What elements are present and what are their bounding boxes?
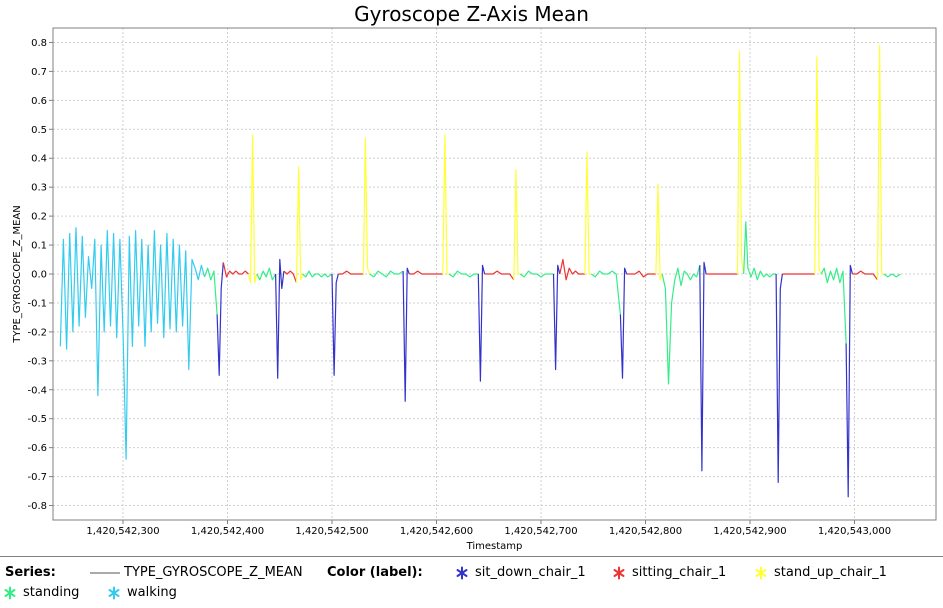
legend-series-name: TYPE_GYROSCOPE_Z_MEAN [124, 565, 303, 580]
y-tick-label: 0.5 [31, 125, 47, 136]
legend-series-entry: TYPE_GYROSCOPE_Z_MEAN [90, 565, 303, 580]
x-tick-label: 1,420,542,500 [295, 526, 368, 537]
y-tick-label: 0.7 [31, 67, 47, 78]
legend-label: stand_up_chair_1 [774, 565, 887, 580]
series-line-sitting_chair_1 [222, 262, 249, 278]
series-line-sitting_chair_1 [626, 270, 656, 278]
x-tick-label: 1,420,543,000 [818, 526, 891, 537]
series-line-standing [448, 270, 479, 278]
legend-label: standing [23, 585, 80, 600]
legend-label: sitting_chair_1 [632, 565, 727, 580]
x-tick-label: 1,420,542,800 [609, 526, 682, 537]
legend-label: walking [127, 585, 177, 600]
series-line-standing [883, 273, 901, 278]
series-line-sit_down_chair_1 [402, 267, 410, 402]
y-tick-label: -0.8 [27, 501, 47, 512]
series-line-standing [661, 265, 701, 385]
y-tick-label: 0.6 [31, 96, 47, 107]
y-tick-label: -0.7 [27, 472, 47, 483]
series-line-sit_down_chair_1 [699, 261, 707, 472]
y-tick-label: 0.2 [31, 212, 47, 223]
series-line-standing [302, 270, 333, 278]
x-tick-label: 1,420,542,600 [400, 526, 473, 537]
series-line-standing [820, 267, 847, 344]
series-line-stand_up_chair_1 [442, 134, 449, 275]
x-tick-label: 1,420,542,900 [713, 526, 786, 537]
series-line-stand_up_chair_1 [513, 169, 521, 280]
y-tick-label: 0.8 [31, 38, 47, 49]
series-line-standing [590, 270, 621, 315]
series-line-sit_down_chair_1 [845, 264, 853, 498]
chart: Gyroscope Z-Axis Mean -0.8 -0.7 -0.6 -0.5 -0… [12, 2, 937, 552]
x-axis-label: Timestamp [466, 541, 523, 552]
y-tick-label: -0.5 [27, 414, 47, 425]
series-line-sit_down_chair_1 [331, 273, 339, 376]
legend-entry-sit-down: sit_down_chair_1 [455, 565, 586, 580]
y-tick-label: 0.0 [31, 270, 47, 281]
series-line-stand_up_chair_1 [814, 56, 822, 275]
legend-series-line [90, 571, 120, 574]
y-tick-label: -0.1 [27, 298, 47, 309]
plot-area: -0.8 -0.7 -0.6 -0.5 -0.4 -0.3 -0.2 -0.1 0.0 0.1 0.… [12, 27, 937, 552]
series-line-stand_up_chair_1 [295, 166, 304, 283]
x-tick-label: 1,420,542,300 [86, 526, 159, 537]
series-line-sit_down_chair_1 [216, 262, 224, 376]
series-line-sit_down_chair_1 [275, 258, 285, 379]
series-line-sit_down_chair_1 [775, 273, 783, 483]
series-line-stand_up_chair_1 [247, 134, 258, 284]
series-line-walking [59, 227, 206, 460]
x-tick-label: 1,420,542,400 [191, 526, 264, 537]
legend-marker-icon [613, 566, 625, 579]
legend-entry-walking: walking [107, 585, 177, 600]
series-line-standing [743, 221, 777, 281]
y-tick-label: -0.4 [27, 385, 47, 396]
series-line-stand_up_chair_1 [876, 44, 884, 280]
series-line-sitting_chair_1 [283, 270, 298, 283]
legend-marker-icon [755, 566, 767, 579]
series-line-sit_down_chair_1 [477, 264, 486, 382]
series-line-stand_up_chair_1 [362, 137, 371, 275]
y-tick-label: 0.1 [31, 241, 47, 252]
y-tick-label: 0.4 [31, 154, 47, 165]
series-line-stand_up_chair_1 [655, 183, 663, 281]
series-line-sitting_chair_1 [484, 270, 515, 281]
chart-title: Gyroscope Z-Axis Mean [354, 2, 589, 26]
legend-series-title: Series: [5, 565, 56, 580]
series-line-sit_down_chair_1 [619, 267, 628, 379]
series-line-standing [203, 267, 218, 315]
plot-border [52, 27, 937, 521]
legend-marker-icon [108, 586, 120, 599]
y-axis-label: TYPE_GYROSCOPE_Z_MEAN [12, 205, 23, 343]
legend-entry-standing: standing [3, 585, 79, 600]
legend-entry-stand-up: stand_up_chair_1 [754, 565, 887, 580]
series-line-sitting_chair_1 [409, 270, 443, 275]
series-line-sit_down_chair_1 [552, 264, 561, 371]
series-line-standing [369, 270, 404, 278]
legend-marker-icon [456, 566, 468, 579]
y-tick-label: -0.3 [27, 356, 47, 367]
series-line-stand_up_chair_1 [736, 50, 745, 275]
series-line-standing [256, 267, 277, 281]
series-line-sitting_chair_1 [559, 258, 585, 281]
y-tick-label: 0.3 [31, 183, 47, 194]
series-line-stand_up_chair_1 [584, 151, 592, 275]
legend-color-title: Color (label): [327, 565, 423, 580]
legend-marker-icon [4, 586, 16, 599]
series-line-sitting_chair_1 [852, 270, 878, 281]
y-tick-label: -0.6 [27, 443, 47, 454]
legend-entry-sitting: sitting_chair_1 [612, 565, 726, 580]
legend: Series: TYPE_GYROSCOPE_Z_MEAN Color (lab… [0, 556, 943, 608]
series-line-sitting_chair_1 [338, 270, 364, 275]
series-line-standing [519, 270, 554, 278]
x-tick-label: 1,420,542,700 [504, 526, 577, 537]
y-tick-label: -0.2 [27, 327, 47, 338]
legend-label: sit_down_chair_1 [475, 565, 586, 580]
